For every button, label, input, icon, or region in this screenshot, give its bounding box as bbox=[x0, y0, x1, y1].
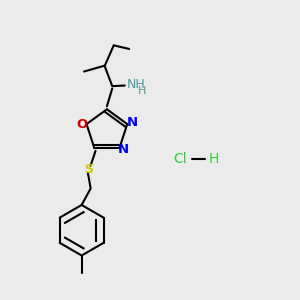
Text: S: S bbox=[85, 163, 94, 176]
Text: Cl: Cl bbox=[173, 152, 187, 166]
Text: H: H bbox=[209, 152, 219, 166]
Text: NH: NH bbox=[127, 78, 145, 91]
Text: O: O bbox=[76, 118, 88, 131]
Text: N: N bbox=[126, 116, 138, 129]
Text: H: H bbox=[138, 86, 146, 96]
Text: N: N bbox=[118, 143, 129, 156]
